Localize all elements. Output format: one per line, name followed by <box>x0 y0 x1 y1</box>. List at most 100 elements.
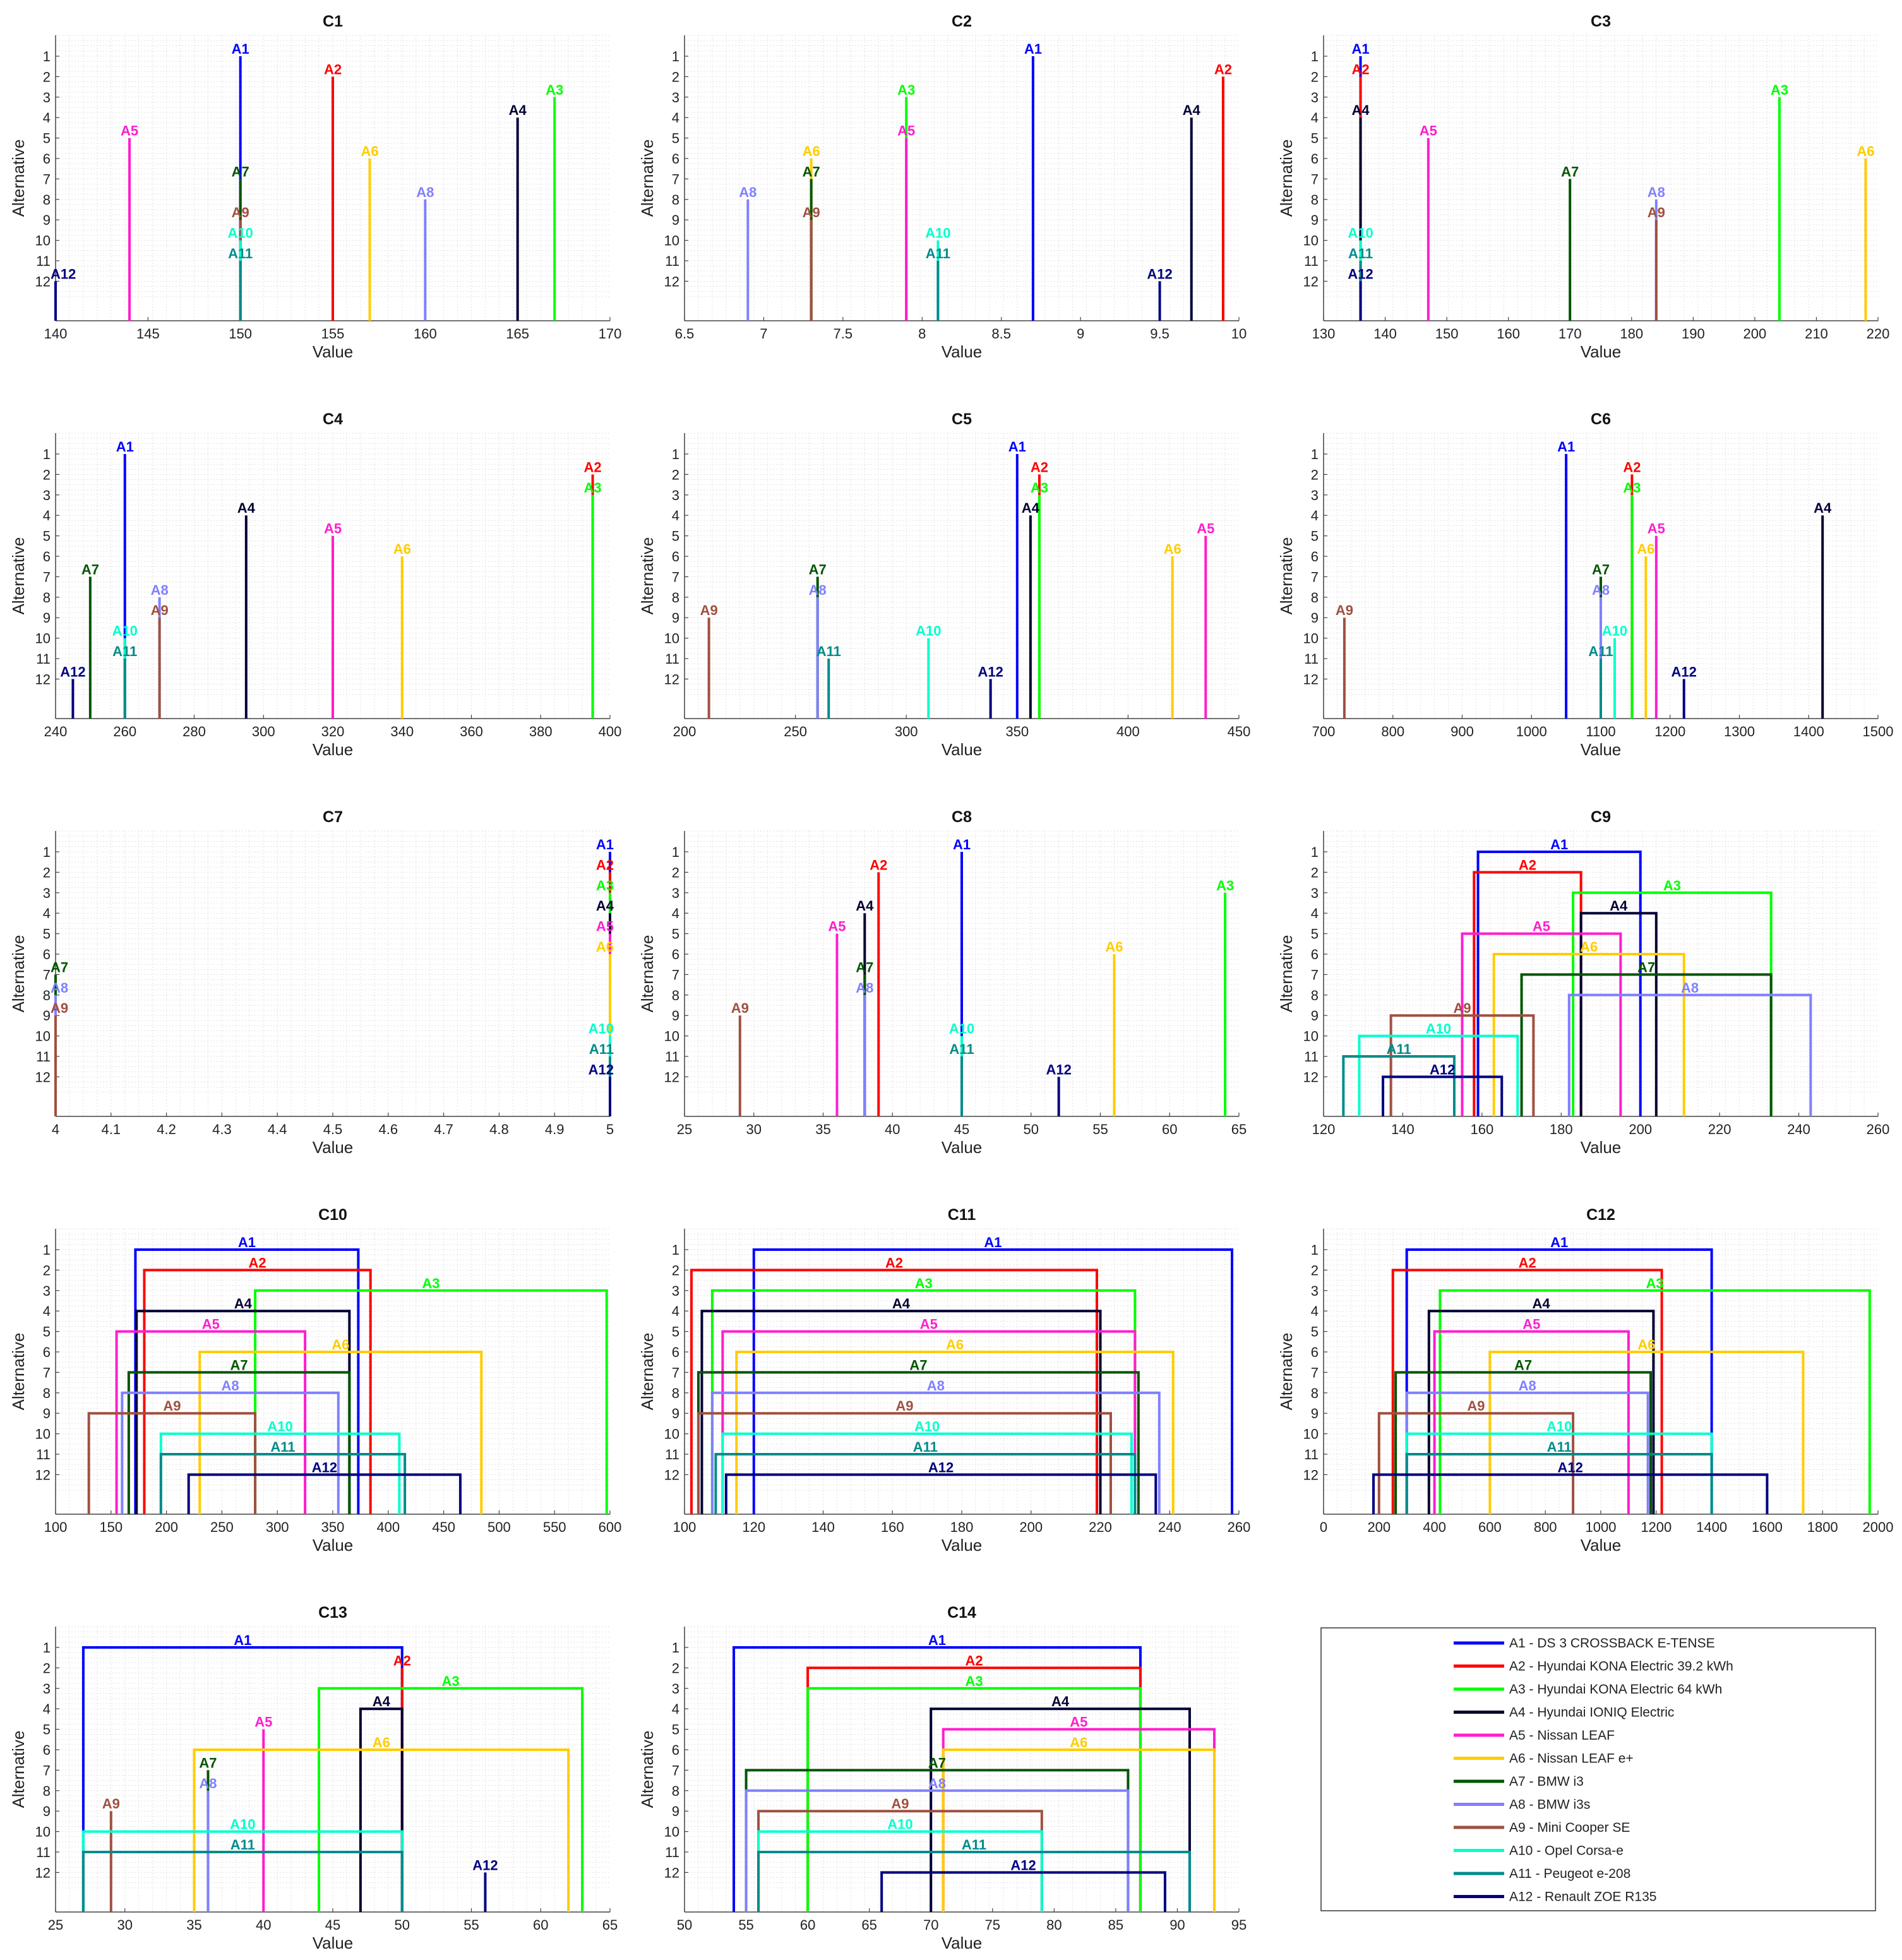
x-tick-label: 200 <box>1629 1121 1652 1137</box>
x-tick-label: 120 <box>742 1519 765 1535</box>
stem-label-a1: A1 <box>1351 41 1369 57</box>
interval-label-a11: A11 <box>1547 1439 1572 1455</box>
interval-label-a8: A8 <box>1519 1378 1536 1394</box>
interval-label-a9: A9 <box>1467 1398 1485 1414</box>
x-tick-label: 160 <box>414 326 437 342</box>
y-tick-label: 3 <box>1311 885 1319 901</box>
x-tick-label: 1500 <box>1863 724 1894 739</box>
interval-label-a9: A9 <box>891 1796 909 1812</box>
x-tick-label: 50 <box>395 1917 410 1933</box>
interval-a10 <box>1358 1034 1519 1116</box>
interval-label-a8: A8 <box>199 1776 217 1791</box>
chart-title: C7 <box>323 808 343 826</box>
interval-label-a12: A12 <box>312 1459 337 1475</box>
y-tick-label: 9 <box>672 212 679 228</box>
interval-a11 <box>1405 1453 1713 1514</box>
interval-label-a12: A12 <box>1558 1459 1583 1475</box>
y-tick-label: 2 <box>43 1660 51 1676</box>
x-tick-label: 550 <box>543 1519 566 1535</box>
stem-label-a12: A12 <box>1348 266 1373 282</box>
interval-label-a7: A7 <box>199 1755 217 1771</box>
y-tick-label: 1 <box>43 49 51 64</box>
y-tick-label: 7 <box>1311 171 1319 187</box>
stem-label-a6: A6 <box>361 143 378 159</box>
interval-label-a6: A6 <box>373 1735 390 1750</box>
y-tick-label: 5 <box>43 926 51 942</box>
interval-label-a4: A4 <box>1533 1296 1551 1312</box>
x-tick-label: 55 <box>738 1917 753 1933</box>
interval-label-a11: A11 <box>230 1837 255 1853</box>
interval-a11 <box>714 1453 1137 1514</box>
x-tick-label: 7 <box>760 326 767 342</box>
interval-label-a2: A2 <box>249 1255 266 1270</box>
y-tick-label: 1 <box>672 844 679 860</box>
x-tick-label: 220 <box>1867 326 1890 342</box>
x-tick-label: 1300 <box>1724 724 1755 739</box>
x-tick-label: 35 <box>186 1917 201 1933</box>
interval-a7 <box>127 1371 351 1514</box>
y-tick-label: 3 <box>43 90 51 105</box>
interval-label-a6: A6 <box>1580 939 1598 955</box>
y-tick-label: 3 <box>672 90 679 105</box>
y-tick-label: 10 <box>1303 1029 1319 1044</box>
x-tick-label: 600 <box>599 1519 622 1535</box>
x-axis-label: Value <box>942 1138 983 1157</box>
x-tick-label: 170 <box>1558 326 1582 342</box>
x-tick-label: 25 <box>677 1121 692 1137</box>
y-tick-label: 9 <box>672 610 679 626</box>
legend-label-a4: A4 - Hyundai IONIQ Electric <box>1509 1706 1674 1720</box>
y-tick-label: 8 <box>1311 192 1319 208</box>
interval-label-a7: A7 <box>230 1357 248 1373</box>
x-tick-label: 340 <box>390 724 414 739</box>
y-tick-label: 7 <box>43 569 51 585</box>
x-tick-label: 500 <box>487 1519 511 1535</box>
y-tick-label: 4 <box>672 508 679 523</box>
x-tick-label: 1400 <box>1793 724 1824 739</box>
y-tick-label: 11 <box>36 1844 51 1860</box>
interval-label-a10: A10 <box>1426 1021 1451 1037</box>
y-tick-label: 10 <box>664 233 679 249</box>
y-tick-label: 9 <box>43 212 51 228</box>
stem-label-a5: A5 <box>828 919 846 935</box>
interval-label-a5: A5 <box>1070 1714 1087 1730</box>
legend-label-a2: A2 - Hyundai KONA Electric 39.2 kWh <box>1509 1659 1733 1674</box>
chart-c7: C74 4.1 4.2 4.3 4.4 4.5 4.6 4.7 4.8 4.9 5123456789… <box>9 808 614 1157</box>
legend-label-a1: A1 - DS 3 CROSSBACK E-TENSE <box>1509 1636 1715 1651</box>
y-tick-label: 12 <box>35 671 51 687</box>
x-tick-label: 155 <box>321 326 345 342</box>
x-axis-label: Value <box>313 1536 354 1555</box>
x-tick-label: 65 <box>1231 1121 1247 1137</box>
stem-label-a11: A11 <box>1588 643 1613 659</box>
minor-grid <box>685 433 1239 719</box>
interval-label-a10: A10 <box>230 1817 255 1832</box>
interval-label-a9: A9 <box>1453 1000 1471 1016</box>
y-tick-label: 9 <box>1311 212 1319 228</box>
stem-label-a6: A6 <box>393 541 411 557</box>
legend-label-a5: A5 - Nissan LEAF <box>1509 1728 1615 1743</box>
y-tick-label: 6 <box>672 1344 679 1360</box>
x-tick-label: 400 <box>599 724 622 739</box>
stem-label-a3: A3 <box>1031 480 1048 496</box>
stem-label-a9: A9 <box>51 1000 68 1016</box>
stem-label-a8: A8 <box>51 980 68 996</box>
chart-title: C3 <box>1591 13 1611 30</box>
x-tick-label: 380 <box>529 724 553 739</box>
legend-label-a9: A9 - Mini Cooper SE <box>1509 1820 1630 1835</box>
stem-label-a2: A2 <box>324 61 342 77</box>
y-tick-label: 10 <box>35 233 51 249</box>
stem-label-a2: A2 <box>870 857 887 873</box>
stem-label-a10: A10 <box>916 623 941 639</box>
interval-label-a12: A12 <box>1010 1857 1036 1873</box>
y-tick-label: 4 <box>672 905 679 921</box>
y-tick-label: 7 <box>672 171 679 187</box>
y-tick-label: 7 <box>1311 967 1319 983</box>
interval-a3 <box>254 1289 608 1514</box>
y-tick-label: 2 <box>1311 467 1319 482</box>
y-tick-label: 5 <box>1311 131 1319 146</box>
interval-label-a8: A8 <box>222 1378 239 1394</box>
y-tick-label: 9 <box>43 610 51 626</box>
x-axis-label: Value <box>313 1933 354 1952</box>
interval-label-a5: A5 <box>254 1714 272 1730</box>
stem-label-a2: A2 <box>1031 459 1048 475</box>
